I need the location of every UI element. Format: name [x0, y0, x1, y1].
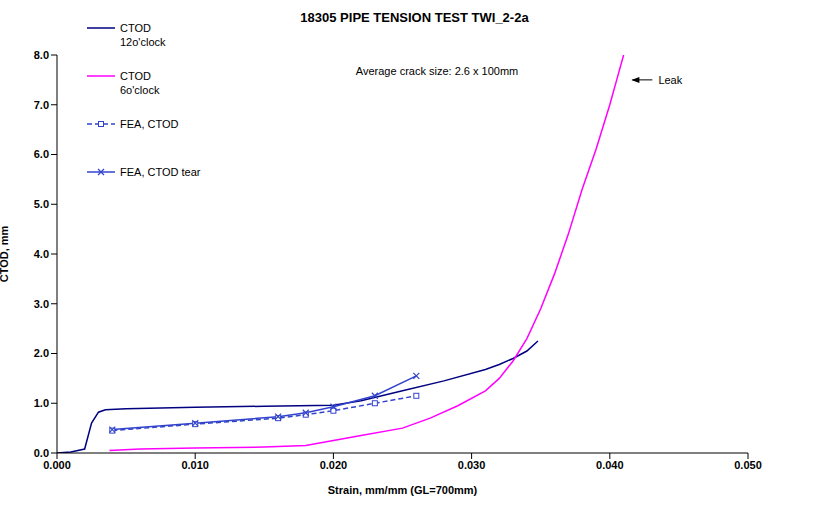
html-text:FEA, CTOD tear: FEA, CTOD tear	[120, 166, 201, 178]
svg-text:8.0: 8.0	[34, 49, 49, 61]
svg-text:0.050: 0.050	[734, 459, 762, 471]
svg-text:0.020: 0.020	[320, 459, 348, 471]
svg-text:3.0: 3.0	[34, 298, 49, 310]
svg-text:2.0: 2.0	[34, 347, 49, 359]
svg-text:CTOD, mm: CTOD, mm	[8, 225, 10, 282]
svg-text:0.040: 0.040	[596, 459, 624, 471]
svg-text:0.030: 0.030	[458, 459, 486, 471]
svg-text:Leak: Leak	[658, 74, 682, 86]
svg-text:4.0: 4.0	[34, 248, 49, 260]
html-text:18305 PIPE TENSION TEST TWI_2-: 18305 PIPE TENSION TEST TWI_2-2a	[300, 10, 529, 25]
svg-text:Average crack size: 2.6 x 100m: Average crack size: 2.6 x 100mm	[356, 65, 518, 77]
svg-text:0.000: 0.000	[43, 459, 71, 471]
svg-text:0.010: 0.010	[181, 459, 209, 471]
svg-text:0.0: 0.0	[34, 447, 49, 459]
svg-text:6.0: 6.0	[34, 148, 49, 160]
svg-text:5.0: 5.0	[34, 198, 49, 210]
html-text:CTOD 12o'clock: CTOD 12o'clock	[120, 22, 166, 48]
svg-text:1.0: 1.0	[34, 397, 49, 409]
html-text:CTOD 6o'clock: CTOD 6o'clock	[120, 70, 160, 96]
svg-text:Strain, mm/mm (GL=700mm): Strain, mm/mm (GL=700mm)	[328, 484, 478, 496]
html-text:FEA, CTOD: FEA, CTOD	[120, 118, 179, 130]
svg-text:7.0: 7.0	[34, 99, 49, 111]
